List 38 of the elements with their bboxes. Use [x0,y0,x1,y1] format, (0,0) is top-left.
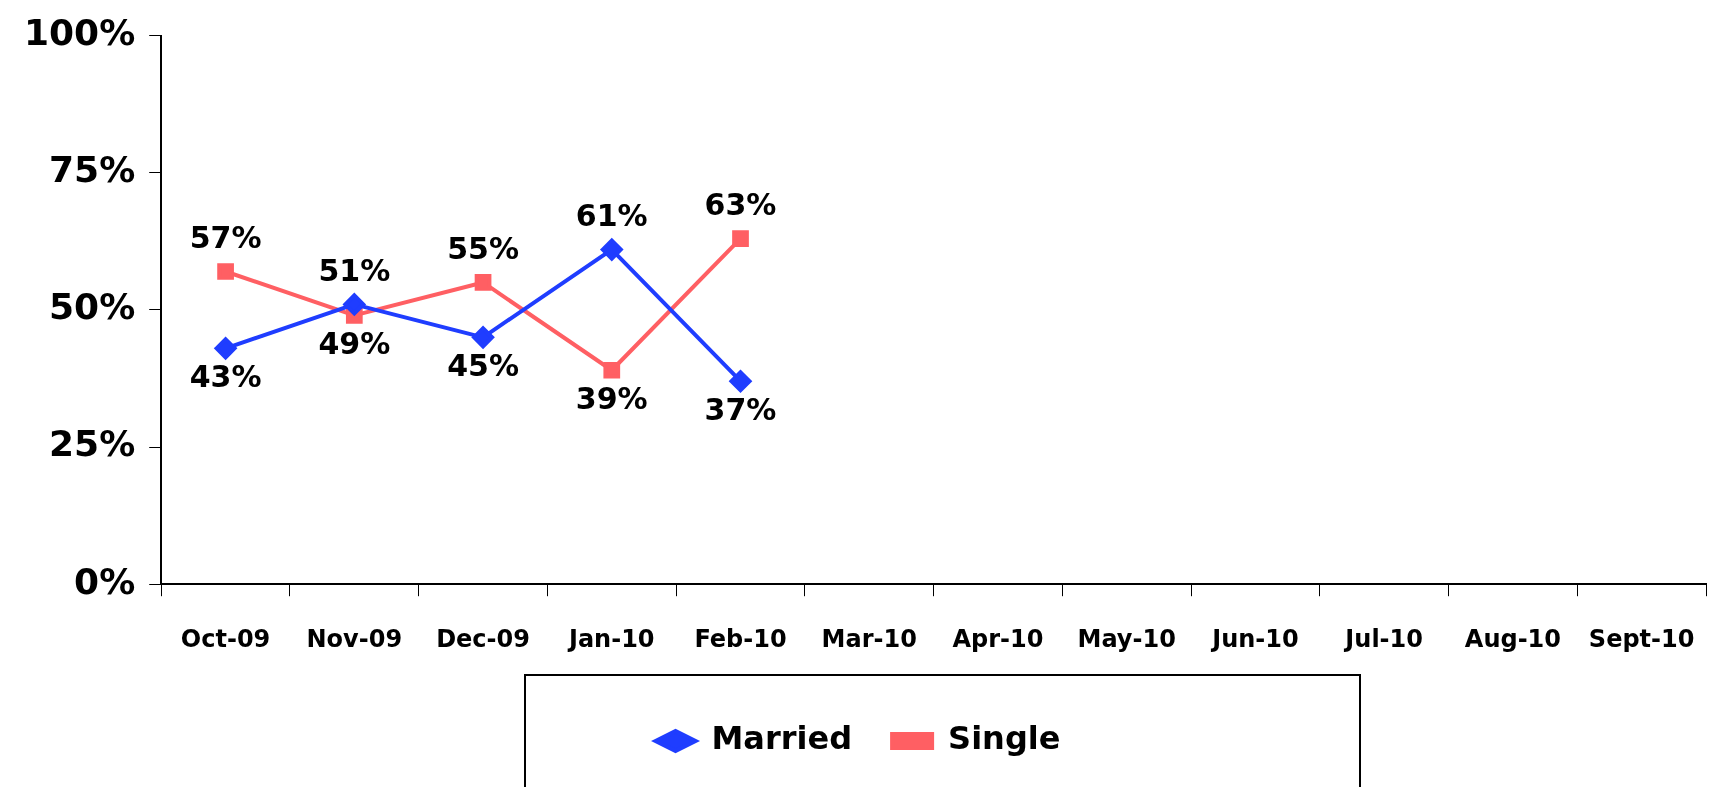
legend-label: Married [711,719,853,758]
x-tick-label: Jul-10 [1343,624,1423,653]
data-label: 49% [318,326,391,362]
x-tick-label: Sept-10 [1588,624,1695,653]
y-tick-label: 0% [74,560,136,602]
data-label: 43% [189,359,262,395]
data-label: 51% [318,253,391,289]
x-tick-label: Apr-10 [952,624,1044,653]
y-tick-label: 25% [49,423,136,465]
y-tick-label: 100% [24,11,136,53]
point [729,370,752,393]
x-tick-label: Mar-10 [821,624,917,653]
point [600,238,623,261]
point [217,263,234,280]
data-label: 63% [704,187,777,223]
point [474,274,492,291]
y-tick-label: 75% [49,149,136,191]
point [603,361,621,379]
x-tick-label: Dec-09 [436,624,530,653]
point [343,293,366,316]
x-tick-label: Aug-10 [1464,624,1561,653]
x-tick-label: Nov-09 [306,624,403,653]
data-label: 39% [575,381,648,417]
data-label: 55% [447,231,519,267]
x-tick-label: Jun-10 [1210,624,1299,653]
point [732,230,749,247]
data-label: 37% [704,392,777,428]
x-tick-label: Feb-10 [694,624,787,653]
data-label: 61% [575,198,648,234]
legend-label: Single [948,719,1061,758]
data-label: 57% [189,220,262,256]
y-tick-label: 50% [49,286,136,328]
x-tick-label: Oct-09 [180,624,271,653]
point [472,326,495,349]
data-label: 45% [447,348,519,384]
point [214,337,237,360]
x-tick-label: May-10 [1077,624,1176,653]
x-tick-label: Jan-10 [566,624,655,653]
